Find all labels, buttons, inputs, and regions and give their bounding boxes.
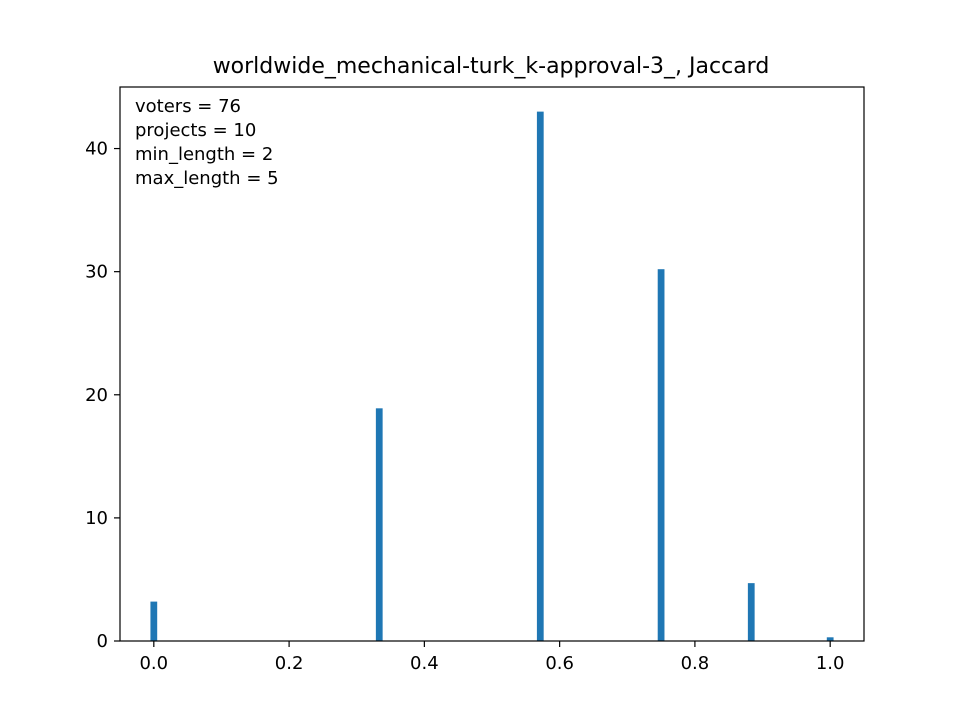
x-tick-label: 1.0 [816, 653, 845, 674]
chart-title: worldwide_mechanical-turk_k-approval-3_,… [213, 54, 770, 79]
annotation-line: max_length = 5 [135, 168, 279, 189]
y-tick-label: 20 [85, 385, 108, 406]
bar [150, 601, 158, 641]
x-tick-label: 0.8 [681, 653, 710, 674]
bar [747, 583, 755, 641]
y-tick-label: 40 [85, 139, 108, 160]
annotation-line: projects = 10 [135, 120, 256, 141]
y-tick-label: 10 [85, 508, 108, 529]
bar [375, 408, 383, 641]
bar [536, 111, 544, 642]
x-tick-label: 0.4 [410, 653, 439, 674]
y-tick-label: 30 [85, 262, 108, 283]
bar [826, 637, 834, 641]
y-axis: 0 10 20 30 40 [85, 139, 120, 652]
x-tick-label: 0.0 [139, 653, 168, 674]
stats-annotation: voters = 76 projects = 10 min_length = 2 ma… [135, 96, 279, 189]
x-tick-label: 0.2 [275, 653, 304, 674]
annotation-line: min_length = 2 [135, 144, 273, 165]
x-tick-label: 0.6 [545, 653, 574, 674]
bars-group [150, 111, 834, 642]
y-tick-label: 0 [97, 631, 108, 652]
bar [657, 269, 665, 641]
x-axis: 0.0 0.2 0.4 0.6 0.8 1.0 [139, 641, 845, 674]
annotation-line: voters = 76 [135, 96, 241, 117]
plot-frame [119, 86, 865, 642]
